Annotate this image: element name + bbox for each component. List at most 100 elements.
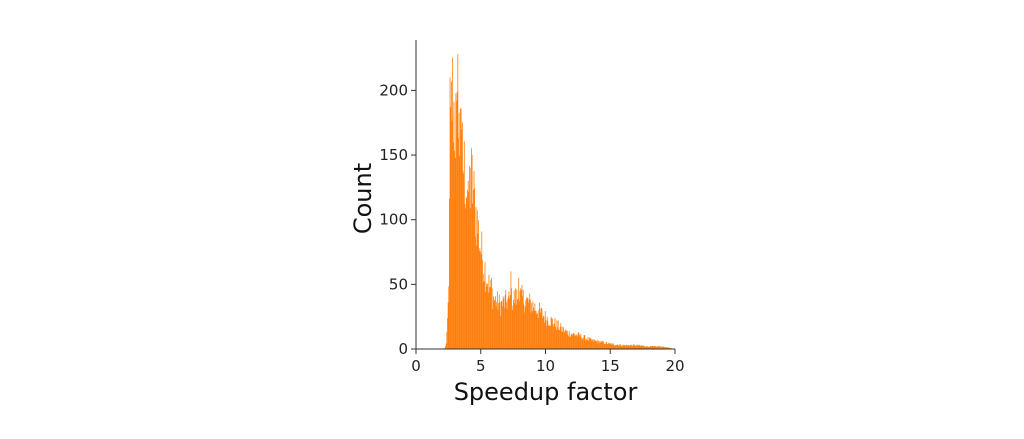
histogram-bar bbox=[639, 345, 641, 349]
histogram-bar bbox=[640, 345, 641, 349]
histogram-bar bbox=[553, 323, 555, 349]
histogram-bar bbox=[521, 285, 523, 349]
histogram-bar bbox=[660, 347, 662, 349]
histogram-bar bbox=[606, 342, 608, 349]
histogram-bar bbox=[592, 338, 594, 349]
histogram-bar bbox=[594, 340, 596, 349]
histogram-bar bbox=[513, 299, 514, 349]
histogram-bar bbox=[539, 302, 540, 349]
histogram-bar bbox=[626, 345, 628, 349]
histogram-bar bbox=[645, 346, 647, 349]
histogram-bar bbox=[498, 303, 500, 349]
histogram-bar bbox=[458, 112, 460, 349]
histogram-bar bbox=[481, 231, 483, 349]
histogram-bar bbox=[483, 281, 485, 349]
histogram-bar bbox=[546, 326, 547, 349]
histogram-bar bbox=[501, 300, 503, 349]
histogram-bar bbox=[622, 344, 624, 349]
histogram-bar bbox=[594, 339, 595, 349]
histogram-bar bbox=[506, 308, 508, 349]
histogram-bar bbox=[607, 344, 609, 349]
histogram-bar bbox=[614, 345, 616, 349]
histogram-bar bbox=[648, 347, 650, 349]
histogram-bar bbox=[492, 309, 494, 349]
histogram-bar bbox=[562, 331, 564, 349]
histogram-bar bbox=[654, 345, 656, 349]
histogram-bar bbox=[461, 122, 463, 349]
histogram-bar bbox=[555, 326, 557, 349]
histogram-bar bbox=[548, 325, 550, 349]
histogram-bar bbox=[581, 339, 583, 349]
histogram-bar bbox=[485, 291, 487, 349]
histogram-bar bbox=[567, 334, 569, 349]
histogram-bar bbox=[568, 335, 569, 349]
histogram-bar bbox=[491, 288, 493, 349]
histogram-bar bbox=[618, 345, 619, 349]
histogram-bar bbox=[475, 207, 477, 349]
histogram-bar bbox=[654, 346, 656, 349]
histogram-bar bbox=[500, 301, 502, 349]
histogram-bar bbox=[474, 188, 476, 349]
histogram-bar bbox=[469, 165, 470, 349]
histogram-bar bbox=[486, 286, 488, 349]
histogram-bar bbox=[503, 298, 505, 349]
histogram-bar bbox=[630, 345, 632, 349]
histogram-bar bbox=[599, 341, 601, 349]
histogram-bar bbox=[504, 295, 506, 349]
histogram-bar bbox=[634, 344, 636, 349]
histogram-bar bbox=[534, 303, 536, 349]
histogram-bar bbox=[649, 345, 651, 349]
histogram-bar bbox=[495, 296, 496, 349]
histogram-bar bbox=[518, 277, 520, 349]
histogram-bar bbox=[518, 301, 520, 349]
histogram-bar bbox=[520, 289, 522, 349]
x-axis-ticks: 0 5 10 15 20 bbox=[411, 349, 685, 375]
histogram-bar bbox=[553, 326, 555, 349]
histogram-bar bbox=[661, 346, 663, 349]
histogram-bar bbox=[633, 344, 635, 349]
histogram-bar bbox=[636, 344, 638, 349]
histogram-bar bbox=[467, 180, 469, 349]
y-tick-label: 100 bbox=[379, 211, 408, 229]
histogram-bar bbox=[572, 335, 573, 349]
histogram-bar bbox=[637, 345, 639, 349]
histogram-bar bbox=[528, 302, 529, 349]
histogram-bar bbox=[601, 340, 603, 349]
histogram-bar bbox=[565, 331, 567, 349]
histogram-bar bbox=[463, 141, 465, 349]
histogram-bar bbox=[589, 338, 591, 349]
histogram-bar bbox=[659, 345, 661, 349]
histogram-bar bbox=[644, 346, 646, 349]
histogram-bar bbox=[537, 313, 538, 349]
histogram-bars bbox=[444, 54, 676, 350]
histogram-bar bbox=[529, 293, 531, 349]
histogram-bar bbox=[559, 329, 560, 349]
histogram-bar bbox=[465, 198, 467, 349]
histogram-bar bbox=[653, 346, 655, 349]
histogram-bar bbox=[471, 148, 472, 349]
histogram-bar bbox=[483, 273, 485, 349]
histogram-bar bbox=[453, 101, 455, 350]
histogram-bar bbox=[591, 340, 593, 349]
x-tick-label: 15 bbox=[601, 357, 620, 375]
histogram-bar bbox=[517, 299, 518, 349]
histogram-bar bbox=[556, 320, 558, 349]
histogram-bar bbox=[526, 297, 528, 349]
histogram-bar bbox=[514, 303, 516, 349]
histogram-bar bbox=[502, 306, 503, 349]
histogram-bar bbox=[643, 345, 645, 349]
histogram-bar bbox=[667, 347, 669, 349]
histogram-bar bbox=[557, 320, 559, 349]
histogram-bar bbox=[628, 345, 630, 349]
histogram-bar bbox=[512, 305, 514, 349]
histogram-bar bbox=[576, 334, 578, 349]
histogram-bar bbox=[641, 345, 643, 349]
histogram-bar bbox=[612, 343, 614, 349]
histogram-bar bbox=[493, 300, 495, 349]
histogram-bar bbox=[532, 301, 534, 349]
histogram-bar bbox=[625, 345, 626, 349]
histogram-bar bbox=[524, 306, 526, 349]
histogram-bar bbox=[535, 310, 536, 349]
histogram-bar bbox=[561, 326, 563, 349]
histogram-bar bbox=[580, 333, 582, 349]
